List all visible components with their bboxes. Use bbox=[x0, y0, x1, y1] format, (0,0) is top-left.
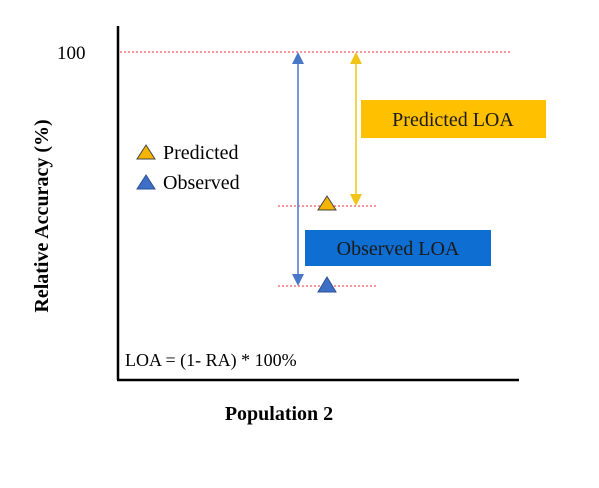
y-axis-label: Relative Accuracy (%) bbox=[31, 119, 53, 312]
legend-predicted-icon bbox=[136, 144, 156, 160]
legend-observed-label: Observed bbox=[163, 172, 240, 194]
observed-loa-label: Observed LOA bbox=[337, 238, 460, 260]
observed-point bbox=[317, 276, 337, 293]
y-tick-100: 100 bbox=[57, 43, 86, 64]
predicted-point bbox=[317, 195, 337, 211]
predicted-loa-box bbox=[361, 100, 546, 138]
observed-loa-box bbox=[305, 230, 491, 266]
x-axis-label: Population 2 bbox=[225, 403, 333, 425]
legend-observed-icon bbox=[136, 174, 156, 190]
predicted-loa-label: Predicted LOA bbox=[392, 109, 514, 131]
loa-formula: LOA = (1- RA) * 100% bbox=[125, 350, 297, 371]
legend-predicted-label: Predicted bbox=[163, 142, 239, 164]
